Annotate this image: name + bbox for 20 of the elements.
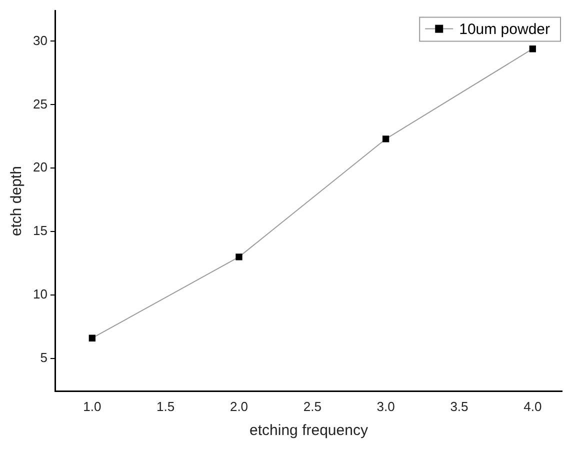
x-tick-label: 1.0 — [83, 398, 102, 414]
y-tick-label: 15 — [32, 223, 48, 238]
point — [382, 136, 390, 142]
legend-label: 10um powder — [459, 20, 550, 38]
x-tick-label: 3.5 — [450, 398, 468, 414]
y-axis-title: etch depth — [8, 166, 26, 236]
x-tick-label: 4.0 — [524, 398, 542, 414]
y-tick-label: 20 — [32, 160, 48, 175]
x-tick-label: 2.0 — [230, 398, 248, 414]
x-axis-title: etching frequency — [250, 422, 368, 440]
point — [529, 46, 536, 52]
x-tick-label: 2.5 — [303, 398, 322, 414]
point — [236, 254, 242, 260]
y-tick-label: 30 — [32, 32, 48, 48]
point — [88, 334, 96, 342]
x-tick-label: 3.0 — [376, 398, 395, 414]
y-tick-label: 10 — [32, 286, 48, 302]
y-tick-label: 5 — [40, 350, 48, 365]
x-tick-label: 1.5 — [156, 398, 175, 414]
y-tick-label: 25 — [32, 96, 48, 112]
